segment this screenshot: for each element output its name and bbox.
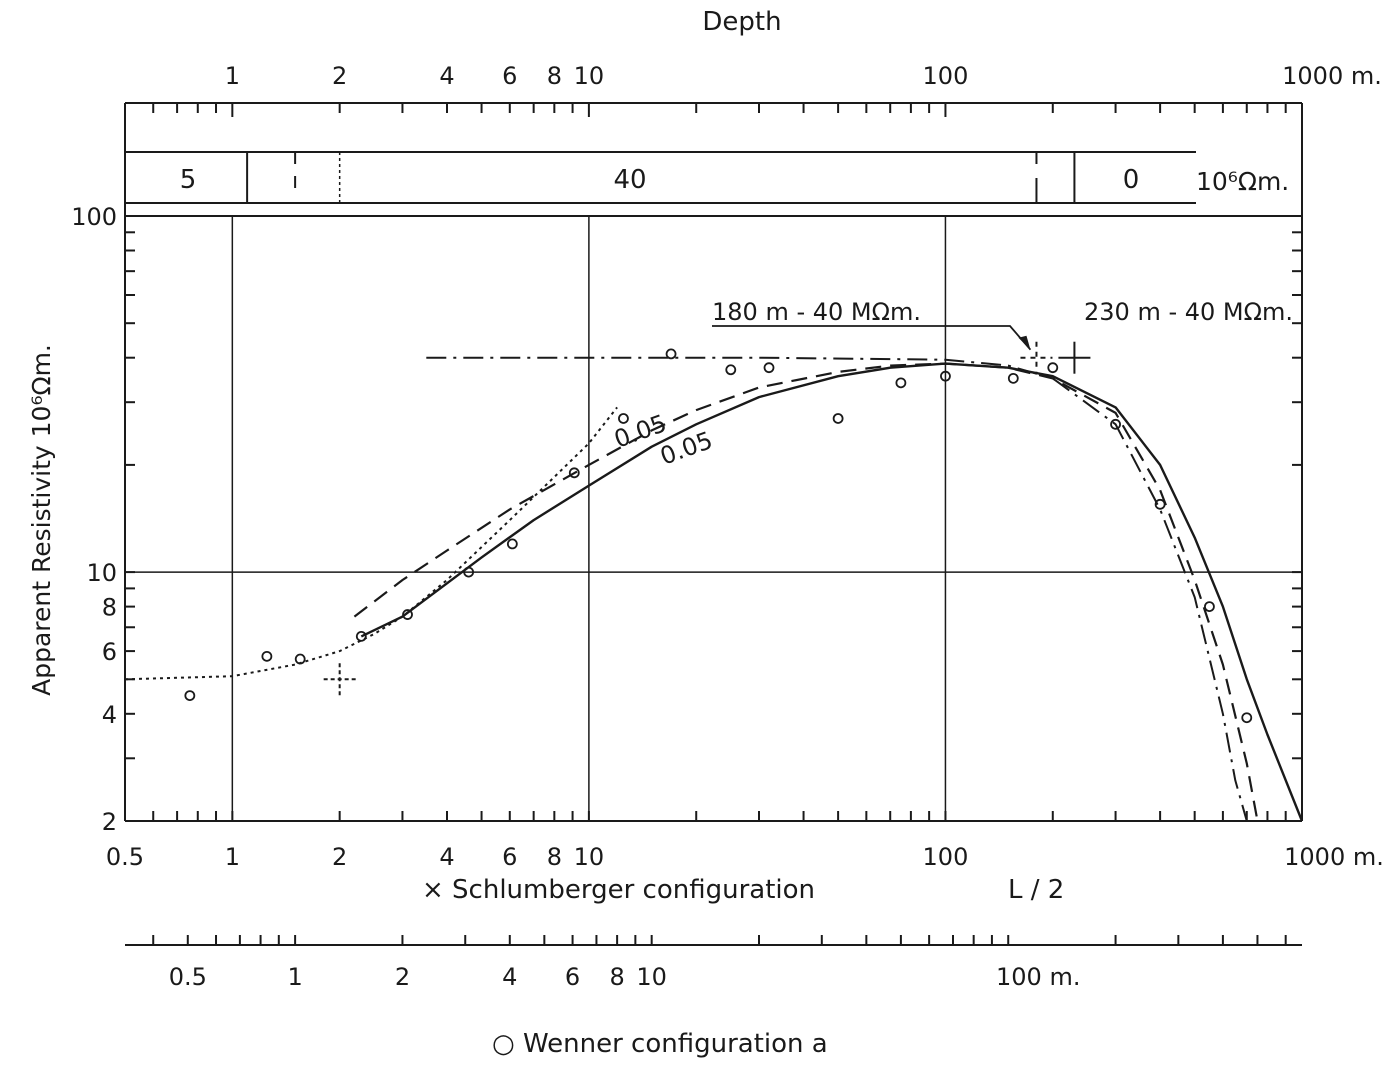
top-tick-label: 10 — [574, 62, 605, 90]
x-tick-label: 2 — [332, 843, 347, 871]
curve-dashed — [353, 362, 1259, 822]
layer-label-0: 5 — [180, 165, 197, 195]
wenner-point — [1110, 418, 1121, 430]
wenner-tick-label: 6 — [565, 963, 580, 991]
y-tick-label: 6 — [102, 638, 117, 666]
x-axis-label-schlumberger: × Schlumberger configuration — [422, 875, 815, 905]
wenner-point — [506, 538, 518, 550]
wenner-tick-label: 4 — [502, 963, 517, 991]
wenner-markers — [184, 348, 1253, 724]
top-tick-label: 2 — [332, 62, 347, 90]
y-tick-label: 4 — [102, 701, 117, 729]
wenner-point — [568, 467, 580, 479]
curve-dotted — [124, 406, 618, 681]
annotation-leader — [712, 325, 1032, 351]
x-tick-label: 1 — [225, 843, 240, 871]
plot-frame — [124, 102, 1303, 822]
wenner-point — [725, 364, 737, 376]
top-tick-label: 6 — [502, 62, 517, 90]
top-axis-title: Depth — [702, 7, 781, 37]
y-tick-label: 8 — [102, 594, 117, 622]
wenner-tick-label: 0.5 — [169, 963, 207, 991]
wenner-point — [1241, 712, 1253, 724]
wenner-tick-label: 10 — [636, 963, 667, 991]
curves — [124, 356, 1304, 822]
top-tick-label: 1000 m. — [1282, 62, 1382, 90]
y-tick-label: 10 — [86, 559, 117, 587]
layer-unit-label: 10⁶Ωm. — [1196, 167, 1289, 196]
x-tick-label: 10 — [574, 843, 605, 871]
wenner-point — [940, 370, 951, 382]
x-tick-label: 6 — [502, 843, 517, 871]
wenner-point — [355, 630, 367, 642]
wenner-point — [1154, 498, 1166, 510]
wenner-point — [402, 609, 413, 620]
annotation-230m: 230 m - 40 MΩm. — [1084, 298, 1293, 326]
layer-label-1: 40 — [613, 165, 646, 195]
curve-dash-dot — [426, 356, 1248, 822]
x-tick-label: 0.5 — [106, 843, 144, 871]
crosshairs — [323, 325, 1091, 696]
wenner-point — [1007, 372, 1019, 384]
x-tick-label: 8 — [547, 843, 562, 871]
wenner-tick-label: 2 — [395, 963, 410, 991]
wenner-point — [895, 377, 907, 389]
top-tick-label: 100 — [923, 62, 969, 90]
wenner-point — [1047, 362, 1059, 374]
wenner-point — [261, 650, 273, 662]
wenner-tick-label: 1 — [287, 963, 302, 991]
wenner-point — [463, 566, 475, 578]
annotation-arrowhead — [1018, 335, 1031, 350]
wenner-tick-label: 100 m. — [996, 963, 1080, 991]
x-axis-label-wenner: ○ Wenner configuration a — [492, 1029, 828, 1059]
wenner-point — [832, 413, 844, 424]
wenner-point — [294, 653, 306, 665]
x-tick-label: 100 — [923, 843, 969, 871]
top-tick-label: 4 — [439, 62, 454, 90]
y-tick-label: 2 — [102, 808, 117, 836]
x-tick-label: 1000 m. — [1284, 843, 1384, 871]
x-axis-label-schlumberger-suffix: L / 2 — [1008, 875, 1064, 905]
wenner-point — [763, 362, 775, 374]
wenner-point — [1204, 601, 1215, 613]
top-tick-label: 1 — [225, 62, 240, 90]
top-tick-label: 8 — [547, 62, 562, 90]
curve-solid — [360, 362, 1304, 822]
x-tick-label: 4 — [439, 843, 454, 871]
y-tick-label: 100 — [71, 203, 117, 231]
y-axis-label: Apparent Resistivity 10⁶Ωm. — [27, 344, 56, 696]
layer-label-2: 0 — [1123, 165, 1140, 195]
annotation-180m: 180 m - 40 MΩm. — [712, 298, 921, 326]
layer-model-band: 5 40 0 — [125, 151, 1196, 204]
wenner-point — [618, 413, 629, 424]
wenner-tick-label: 8 — [609, 963, 624, 991]
wenner-point — [665, 348, 677, 360]
wenner-point — [184, 690, 196, 701]
